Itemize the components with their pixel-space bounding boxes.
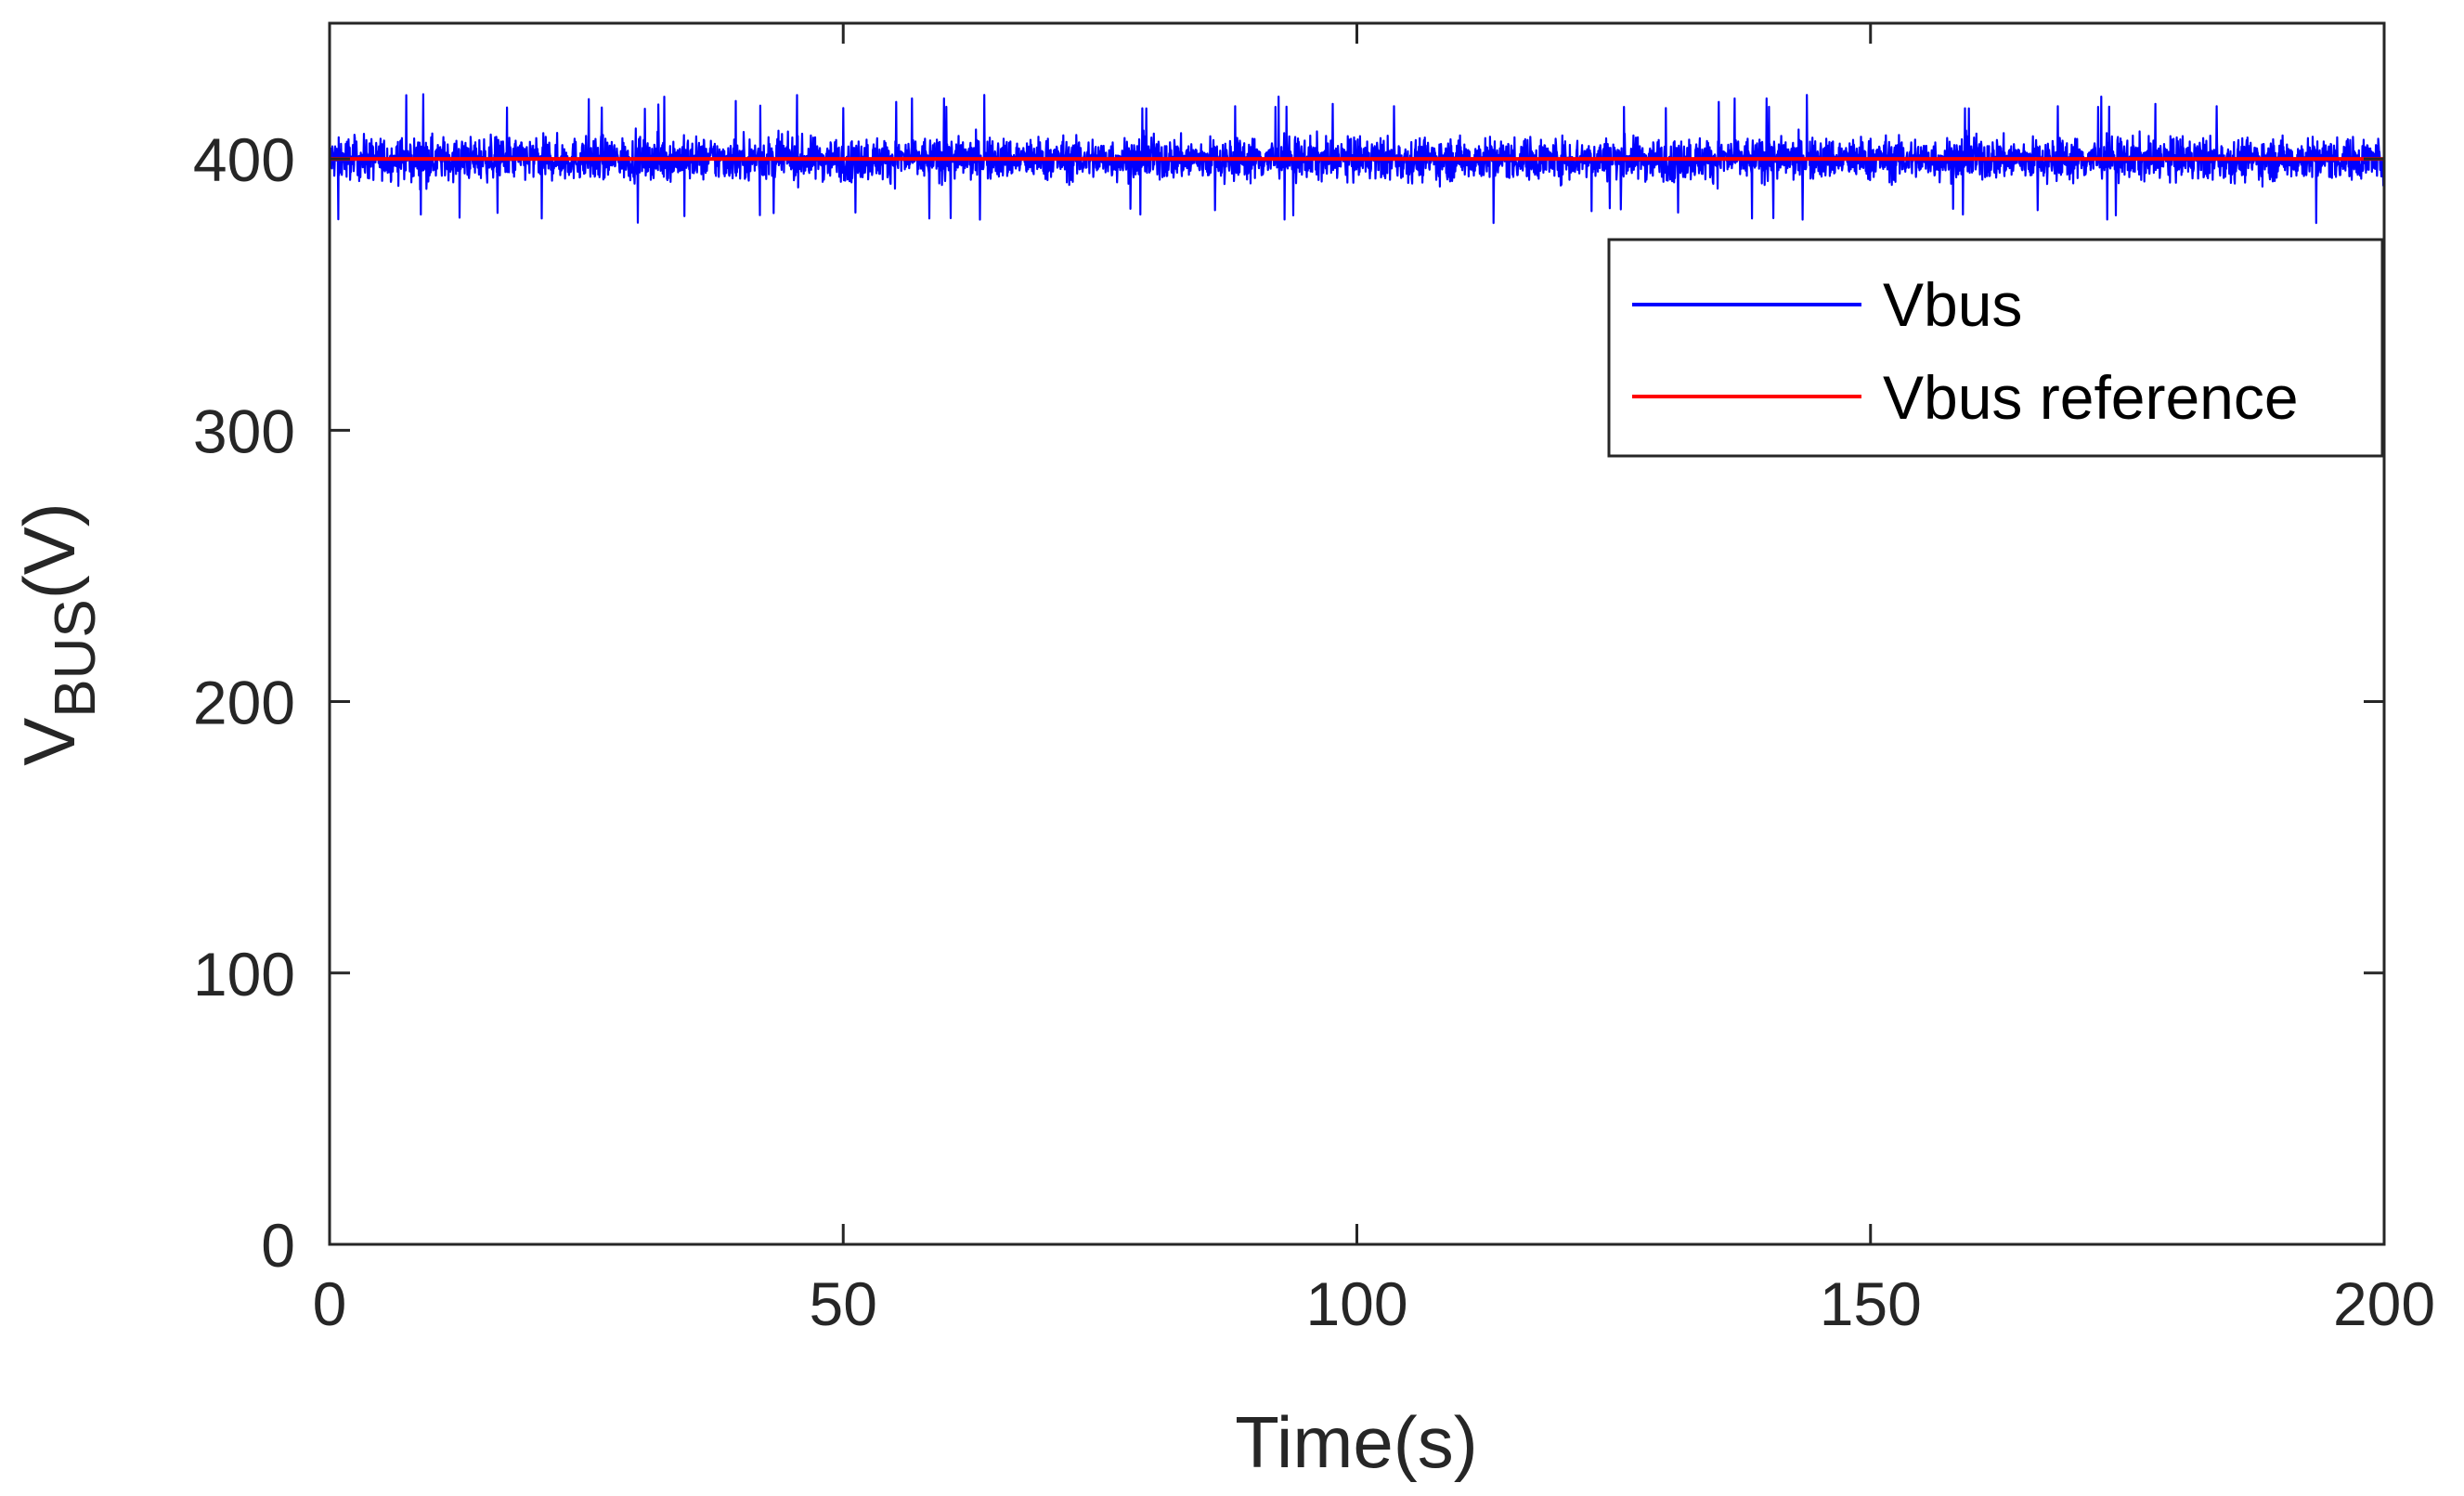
x-tick-label: 200 xyxy=(2333,1269,2435,1338)
y-axis-title-main: V xyxy=(8,718,90,766)
y-tick-label: 0 xyxy=(261,1211,295,1280)
y-tick-labels: 0 100 200 300 400 xyxy=(193,125,295,1280)
plot-area xyxy=(330,23,2384,1244)
y-tick-label: 300 xyxy=(193,397,295,465)
x-tick-label: 50 xyxy=(810,1269,877,1338)
legend-box xyxy=(1607,238,2384,458)
y-axis-title-subscript: BUS xyxy=(44,599,108,717)
x-axis-title: Time(s) xyxy=(1235,1401,1477,1483)
x-tick-labels: 0 50 100 150 200 xyxy=(313,1269,2435,1338)
y-axis-title-suffix: (V) xyxy=(8,502,90,599)
legend-label-vbus: Vbus xyxy=(1883,270,2022,339)
axes-box xyxy=(328,21,2386,1246)
legend-label-vbus-reference: Vbus reference xyxy=(1883,363,2299,432)
y-axis-title: VBUS(V) xyxy=(8,502,108,766)
x-tick-label: 0 xyxy=(313,1269,347,1338)
y-tick-label: 400 xyxy=(193,125,295,194)
x-tick-label: 150 xyxy=(1820,1269,1922,1338)
y-tick-label: 100 xyxy=(193,940,295,1008)
y-tick-label: 200 xyxy=(193,669,295,737)
legend: Vbus Vbus reference xyxy=(1607,238,2384,458)
x-tick-label: 100 xyxy=(1305,1269,1407,1338)
